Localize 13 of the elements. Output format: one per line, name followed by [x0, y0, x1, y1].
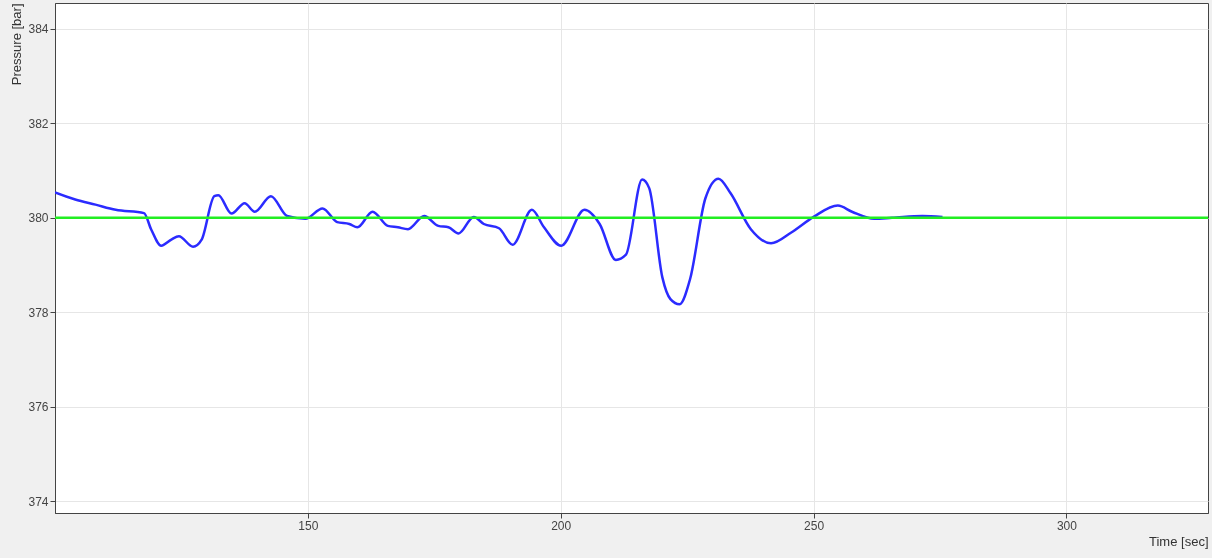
y-tick-label: 384	[28, 22, 49, 37]
y-tick-label: 380	[28, 211, 49, 226]
y-tick-label: 378	[28, 305, 49, 320]
line-series	[55, 177, 944, 306]
x-tick-label: 300	[1056, 518, 1078, 533]
y-tick-label: 382	[28, 116, 49, 131]
x-tick-label: 150	[298, 518, 319, 533]
y-axis-title: Pressure [bar]	[9, 3, 25, 86]
y-tick-label: 374	[28, 494, 49, 509]
y-tick-label: 376	[28, 400, 49, 415]
x-tick-label: 200	[551, 518, 572, 533]
x-tick-label: 250	[804, 518, 825, 533]
x-axis-title: Time [sec]	[1149, 533, 1209, 549]
